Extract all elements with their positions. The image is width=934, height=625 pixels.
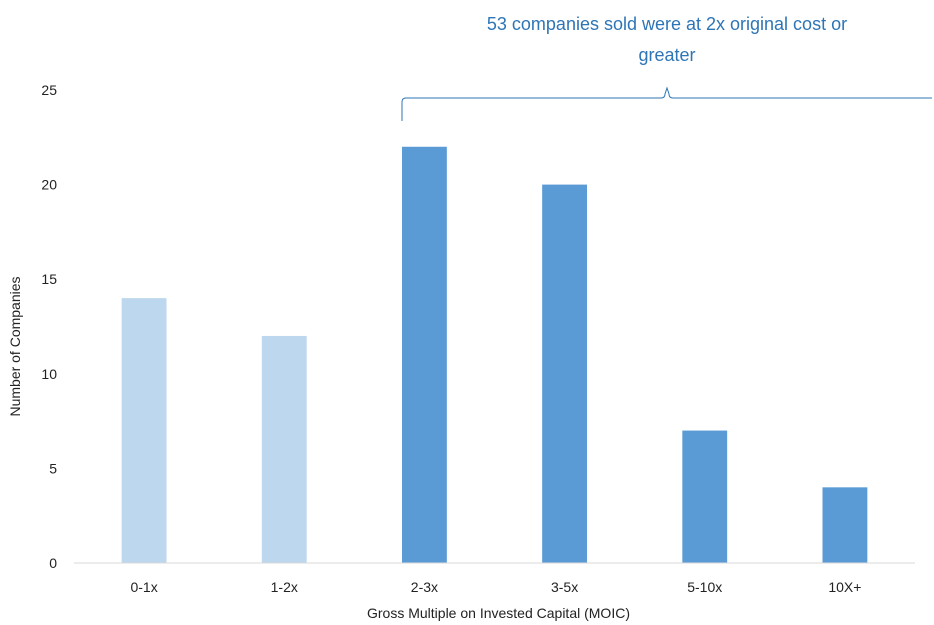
- x-tick-label: 5-10x: [687, 579, 722, 595]
- annotation-text-line-2: greater: [638, 45, 695, 65]
- bar-2-3x: [401, 146, 447, 563]
- x-tick-label: 1-2x: [271, 579, 298, 595]
- annotation-bracket: [401, 86, 932, 121]
- y-tick-label: 5: [49, 460, 57, 476]
- x-tick-label: 10X+: [828, 579, 861, 595]
- bar-3-5x: [542, 184, 588, 563]
- x-axis-ticks: 0-1x 1-2x 2-3x 3-5x 5-10x 10X+: [130, 579, 861, 595]
- annotation-text-line-1: 53 companies sold were at 2x original co…: [487, 14, 847, 34]
- bar-10X+: [822, 487, 868, 563]
- x-axis-title: Gross Multiple on Invested Capital (MOIC…: [367, 605, 630, 621]
- y-axis-ticks: 0 5 10 15 20 25: [41, 82, 57, 571]
- y-axis-title: Number of Companies: [7, 276, 23, 416]
- y-tick-label: 15: [41, 271, 57, 287]
- y-tick-label: 10: [41, 366, 57, 382]
- bar-1-2x: [261, 335, 307, 563]
- y-tick-label: 25: [41, 82, 57, 98]
- y-tick-label: 0: [49, 555, 57, 571]
- x-tick-label: 0-1x: [130, 579, 157, 595]
- bar-5-10x: [682, 430, 728, 563]
- bars: [121, 146, 868, 563]
- x-tick-label: 3-5x: [551, 579, 578, 595]
- y-tick-label: 20: [41, 177, 57, 193]
- bar-0-1x: [121, 298, 167, 563]
- x-tick-label: 2-3x: [411, 579, 438, 595]
